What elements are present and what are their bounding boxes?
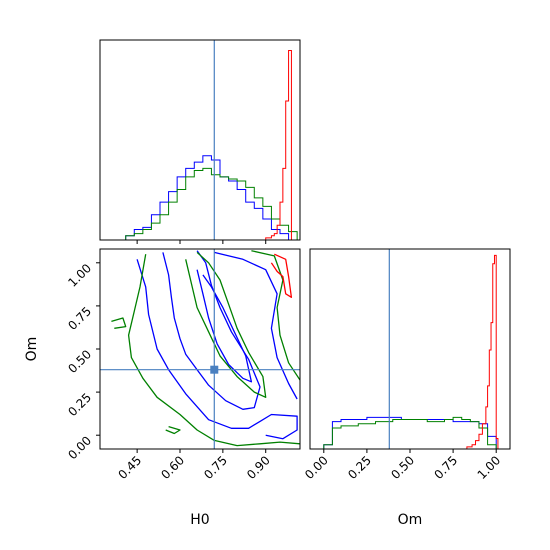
contour-blue [196, 269, 253, 383]
om-ytick-label: 0.75 [65, 304, 94, 333]
h0-xtick-label: 0.90 [244, 453, 273, 482]
om-ytick-label: 0.25 [65, 390, 94, 419]
om-histogram-frame [309, 248, 511, 450]
x-axis-label-h0: H0 [190, 512, 209, 528]
h0-axis-ticks: 0.45 0.60 0.75 0.90 [115, 449, 273, 482]
contour-green [127, 254, 300, 447]
om-hist-red [461, 254, 502, 450]
om-axis-ticks: 0.00 0.25 0.50 0.75 1.00 [65, 261, 100, 462]
h0-hist-xticks [136, 240, 267, 244]
h0-histogram-panel [99, 39, 301, 244]
contour-green [251, 250, 300, 381]
x-axis-label-om: Om [398, 512, 423, 528]
om-xtick-label: 0.50 [388, 453, 417, 482]
contour-green [165, 425, 181, 435]
h0-xtick-label: 0.75 [201, 453, 230, 482]
om-hist-blue [323, 416, 497, 449]
h0-hist-green [100, 167, 298, 241]
h0-hist-red [260, 50, 295, 241]
om-ytick-label: 0.50 [65, 347, 94, 376]
om-ytick-label: 1.00 [65, 261, 94, 290]
om-ytick-label: 0.00 [65, 433, 94, 462]
h0-om-contour-panel: 0.45 0.60 0.75 0.90 0.00 0.25 0.50 0.75 1.00 [65, 248, 301, 482]
y-axis-label-om: Om [24, 337, 40, 362]
h0-hist-blue [100, 155, 298, 241]
contour-blue [136, 259, 298, 440]
om-histogram-panel: 0.00 0.25 0.50 0.75 1.00 [302, 248, 511, 482]
contour-red [270, 253, 293, 298]
contour-green [111, 317, 127, 329]
om-xtick-label: 1.00 [475, 453, 504, 482]
contour-lines [111, 250, 300, 447]
h0-xtick-label: 0.60 [158, 453, 187, 482]
h0-xtick-label: 0.45 [115, 453, 144, 482]
truth-marker [210, 365, 219, 374]
contour-green [185, 251, 267, 398]
om-hist-green [323, 416, 497, 449]
contour-blue [162, 250, 261, 410]
om-hist-xticks: 0.00 0.25 0.50 0.75 1.00 [302, 449, 503, 482]
h0-hist-series [100, 50, 298, 241]
om-xtick-label: 0.75 [431, 453, 460, 482]
om-xtick-label: 0.25 [345, 453, 374, 482]
om-hist-series [323, 254, 502, 450]
om-xtick-label: 0.00 [302, 453, 331, 482]
contour-blue [214, 251, 298, 400]
h0-histogram-frame [99, 39, 301, 241]
